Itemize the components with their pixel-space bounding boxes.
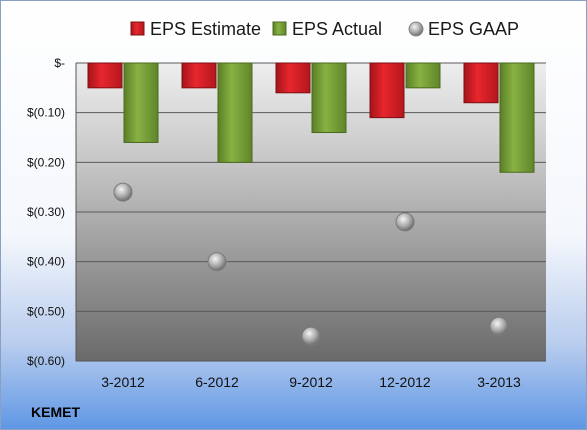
eps-estimate-bar (369, 62, 405, 119)
x-tick-label: 12-2012 (379, 374, 431, 390)
y-tick-label: $(0.50) (27, 304, 65, 318)
eps-actual-bar (217, 62, 253, 163)
x-tick-label: 3-2013 (477, 374, 521, 390)
y-tick-label: $- (54, 56, 65, 70)
eps-actual-bar (311, 62, 347, 134)
eps-gaap-point (489, 316, 509, 336)
eps-gaap-point (207, 252, 227, 272)
x-tick-label: 3-2012 (101, 374, 145, 390)
legend-estimate-swatch (130, 21, 145, 36)
y-tick-label: $(0.60) (27, 354, 65, 368)
y-tick-label: $(0.40) (27, 255, 65, 269)
eps-actual-bar (123, 62, 159, 143)
legend-label: EPS GAAP (428, 19, 519, 39)
eps-gaap-point (395, 212, 415, 232)
eps-actual-bar (499, 62, 535, 173)
eps-estimate-bar (181, 62, 217, 89)
y-axis: $- $(0.10) $(0.20) $(0.30) $(0.40) $(0.50) $(0… (27, 56, 546, 368)
x-tick-label: 6-2012 (195, 374, 239, 390)
y-tick-label: $(0.30) (27, 205, 65, 219)
x-tick-label: 9-2012 (289, 374, 333, 390)
eps-estimate-bar (463, 62, 499, 104)
y-tick-label: $(0.10) (27, 106, 65, 120)
x-axis: 3-2012 6-2012 9-2012 12-2012 3-2013 (101, 374, 521, 390)
eps-estimate-bar (87, 62, 123, 89)
eps-gaap-point (301, 326, 321, 346)
eps-gaap-point (113, 182, 133, 202)
bars (87, 62, 535, 173)
y-tick-label: $(0.20) (27, 155, 65, 169)
legend-label: EPS Estimate (150, 19, 261, 39)
legend-label: EPS Actual (292, 19, 382, 39)
legend-actual-swatch (272, 21, 287, 36)
brand-label: KEMET (31, 404, 80, 420)
gaap-points (113, 182, 509, 346)
legend: EPS Estimate EPS Actual EPS GAAP (130, 19, 519, 39)
eps-estimate-bar (275, 62, 311, 94)
eps-actual-bar (405, 62, 441, 89)
legend-gaap-swatch (408, 21, 424, 37)
